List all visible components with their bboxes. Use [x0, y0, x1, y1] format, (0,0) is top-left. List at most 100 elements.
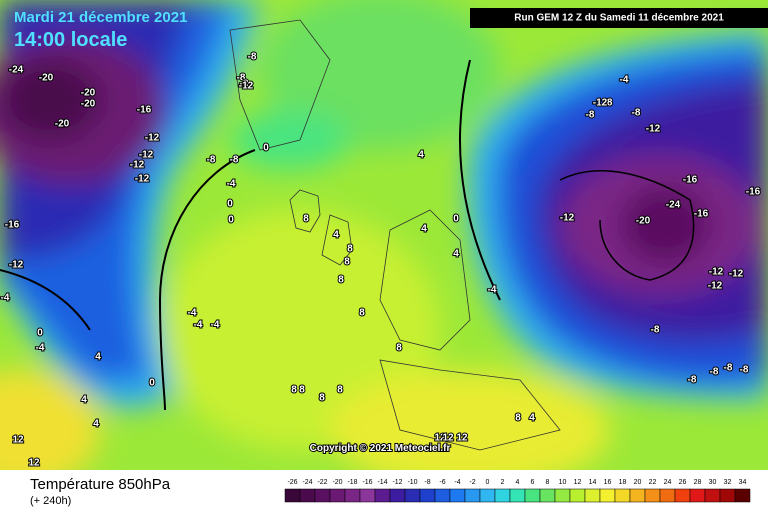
- contour-label: -8: [688, 375, 697, 386]
- contour-label: 8: [319, 393, 325, 404]
- legend-swatch: [404, 488, 421, 503]
- contour-label: -8: [740, 365, 749, 376]
- contour-label: -24: [666, 200, 681, 211]
- legend-tick-label: 8: [546, 479, 550, 486]
- legend-tick-label: 0: [486, 479, 490, 486]
- legend-swatch: [284, 488, 301, 503]
- legend-swatch: [314, 488, 331, 503]
- contour-label: -20: [636, 216, 651, 227]
- legend-swatch: [569, 488, 586, 503]
- contour-label: -8: [237, 73, 246, 84]
- legend-swatch: [734, 488, 751, 503]
- legend-tick-label: 22: [649, 479, 657, 486]
- legend-tick-label: -16: [362, 479, 372, 486]
- contour-label: -12: [239, 81, 254, 92]
- legend-tick-label: 24: [664, 479, 672, 486]
- legend-swatch: [464, 488, 481, 503]
- contour-label: -8: [632, 108, 641, 119]
- contour-label: 4: [453, 249, 459, 260]
- legend-tick-label: 2: [501, 479, 505, 486]
- contour-label: 4: [333, 230, 339, 241]
- contour-label: -8: [710, 367, 719, 378]
- contour-label: -12: [593, 98, 608, 109]
- contour-label: -16: [5, 220, 20, 231]
- legend-tick-label: 26: [679, 479, 687, 486]
- color-legend: -26 -24 -22 -20 -18 -16 -14 -12 -10 -8 -6 -4 -2 0 2 4 6 8…: [284, 479, 751, 503]
- contour-label: 4: [81, 395, 87, 406]
- contour-label: -12: [560, 213, 575, 224]
- contour-label: 4: [418, 150, 424, 161]
- contour-label: 0: [453, 214, 459, 225]
- contour-label: 4: [421, 224, 427, 235]
- contour-label: -12: [139, 150, 154, 161]
- copyright: Copyright © 2021 Meteociel.fr: [310, 443, 451, 454]
- contour-label: -20: [81, 88, 96, 99]
- contour-label: -8: [586, 110, 595, 121]
- contour-label: -8: [240, 79, 249, 90]
- legend-tick-label: 18: [619, 479, 627, 486]
- contour-label: 8: [291, 385, 297, 396]
- contour-label: -4: [488, 285, 497, 296]
- legend-swatch: [599, 488, 616, 503]
- legend-swatch: [329, 488, 346, 503]
- contour-label: -16: [694, 209, 709, 220]
- run-label: Run GEM 12 Z du Samedi 11 décembre 2021: [514, 13, 724, 24]
- contour-label: 8: [344, 257, 350, 268]
- contour-label: 12: [12, 435, 24, 446]
- contour-label: 0: [37, 328, 43, 339]
- contour-label: 8: [396, 343, 402, 354]
- legend-tick-label: -26: [287, 479, 297, 486]
- contour-label: -12: [708, 281, 723, 292]
- legend-tick-label: 32: [724, 479, 732, 486]
- contour-label: -4: [1, 293, 10, 304]
- contour-label: -12: [9, 260, 24, 271]
- contour-label: -8: [230, 155, 239, 166]
- contour-label: 4: [529, 413, 535, 424]
- legend-tick-label: 12: [574, 479, 582, 486]
- contour-label: 8: [347, 244, 353, 255]
- legend-swatch: [704, 488, 721, 503]
- legend-swatch: [359, 488, 376, 503]
- legend-swatch: [629, 488, 646, 503]
- contour-label: 12: [28, 458, 40, 469]
- contour-label: -20: [55, 119, 70, 130]
- contour-label: -4: [227, 179, 236, 190]
- contour-label: -8: [248, 52, 257, 63]
- legend-tick-label: 28: [694, 479, 702, 486]
- contour-label: 0: [263, 143, 269, 154]
- legend-swatch: [659, 488, 676, 503]
- contour-label: -12: [135, 174, 150, 185]
- legend-swatch: [674, 488, 691, 503]
- contour-label: -8: [651, 325, 660, 336]
- contour-label: -16: [746, 187, 761, 198]
- legend-tick-label: -6: [439, 479, 445, 486]
- legend-swatch: [494, 488, 511, 503]
- legend-tick-label: -20: [332, 479, 342, 486]
- time-label: 14:00 locale: [14, 29, 127, 51]
- footer-subtitle: (+ 240h): [30, 495, 71, 507]
- contour-label: 8: [319, 393, 325, 404]
- legend-tick-label: 10: [559, 479, 567, 486]
- legend-swatch: [719, 488, 736, 503]
- legend-swatch: [539, 488, 556, 503]
- legend-tick-label: -18: [347, 479, 357, 486]
- contour-label: -12: [646, 124, 661, 135]
- contour-label: -8: [604, 98, 613, 109]
- contour-label: 8: [359, 308, 365, 319]
- contour-label: 0: [228, 215, 234, 226]
- legend-swatch: [509, 488, 526, 503]
- legend-tick-label: 14: [589, 479, 597, 486]
- contour-label: 8: [299, 385, 305, 396]
- contour-label: -4: [211, 320, 220, 331]
- legend-tick-label: -14: [377, 479, 387, 486]
- legend-tick-label: 16: [604, 479, 612, 486]
- legend-swatch: [644, 488, 661, 503]
- legend-tick-label: 30: [709, 479, 717, 486]
- contour-label: -4: [194, 320, 203, 331]
- legend-tick-label: -12: [392, 479, 402, 486]
- contour-label: -4: [620, 75, 629, 86]
- legend-swatch: [614, 488, 631, 503]
- contour-label: 0: [227, 199, 233, 210]
- legend-tick-label: -22: [317, 479, 327, 486]
